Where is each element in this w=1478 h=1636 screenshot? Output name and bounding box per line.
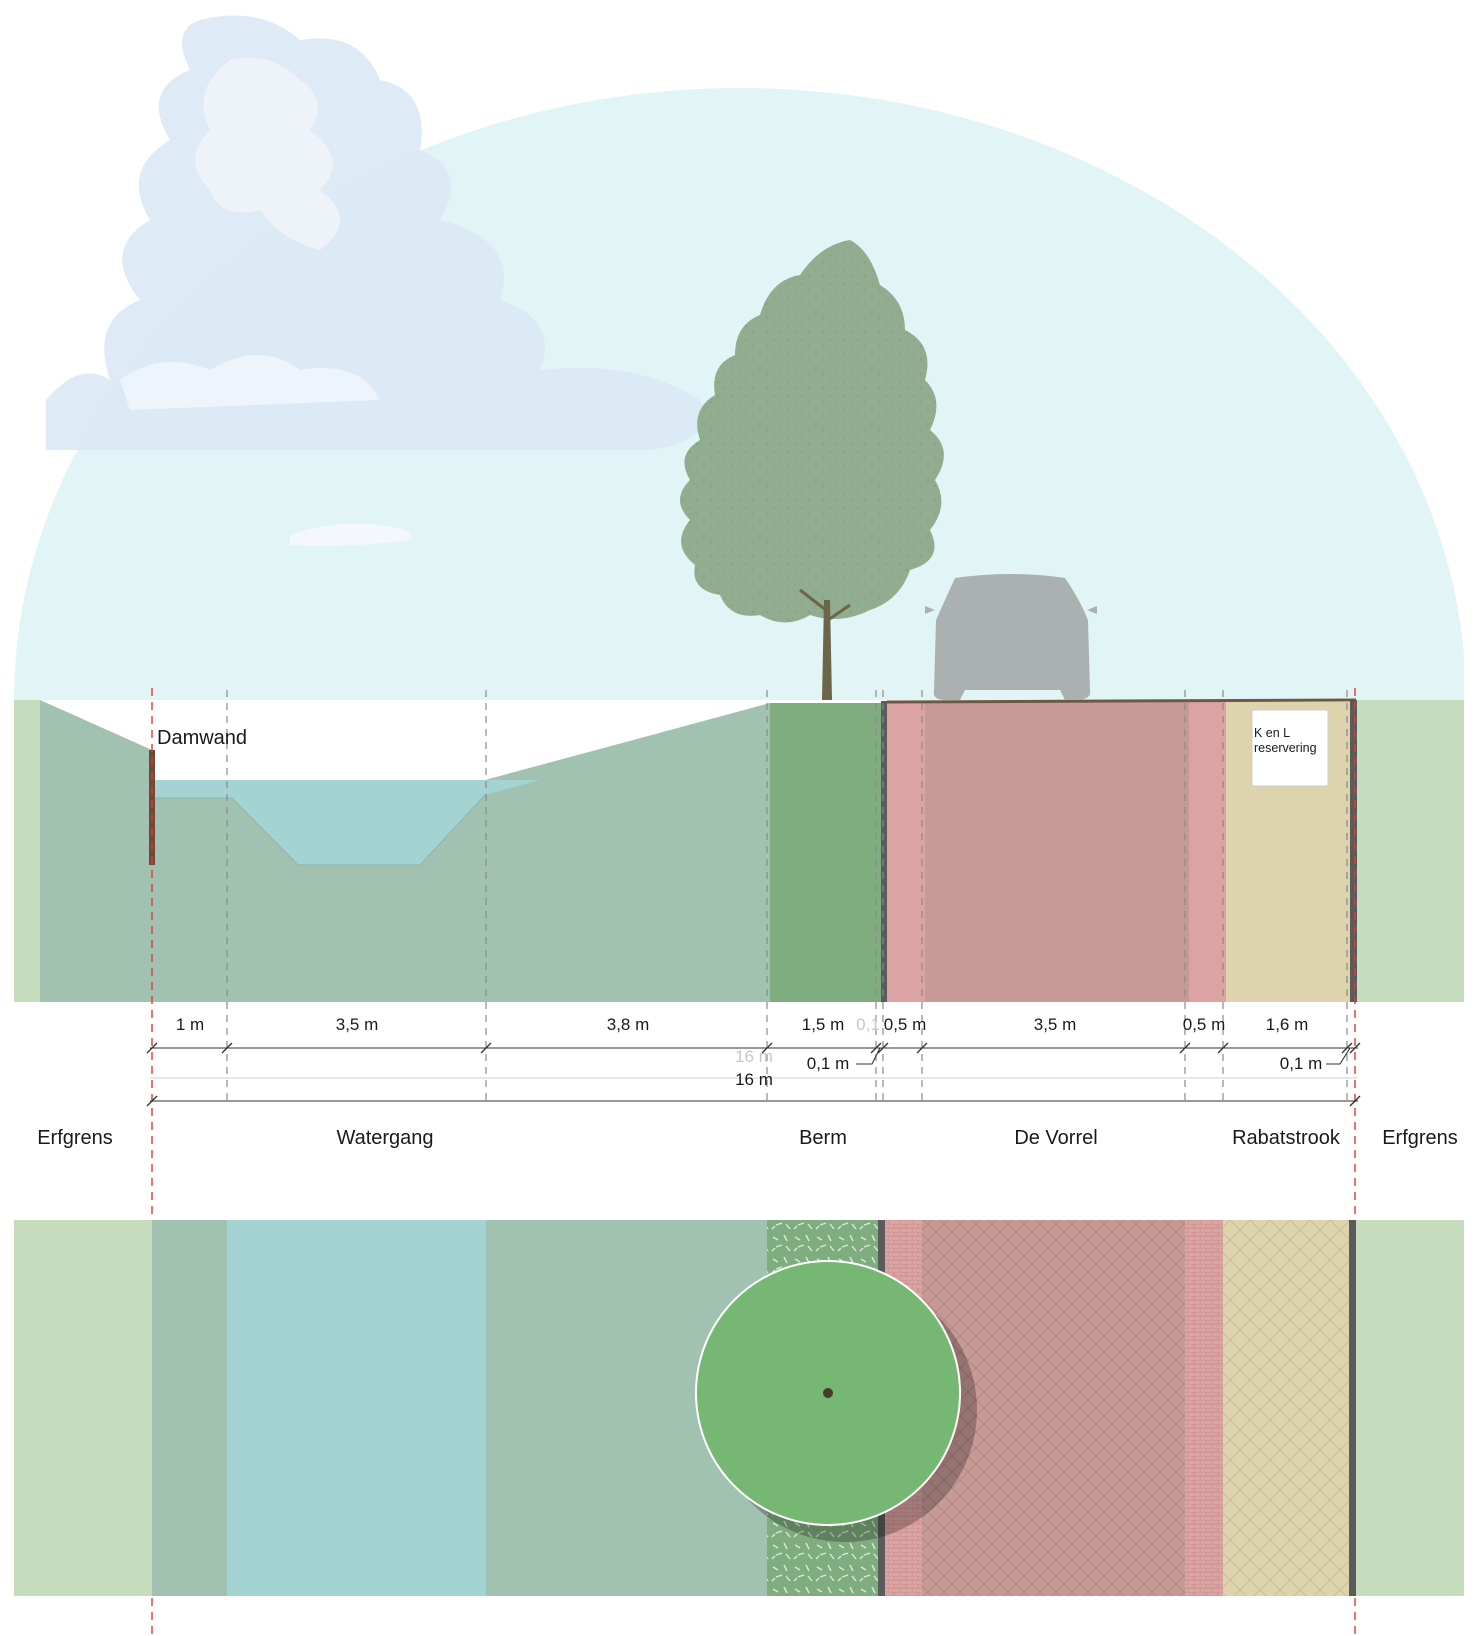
plan-view <box>14 1220 1464 1596</box>
dim-label-7: 3,5 m <box>1034 1015 1077 1034</box>
dim-label-8: 0,5 m <box>1183 1015 1226 1034</box>
zone-label-erfgrens-right: Erfgrens <box>1382 1127 1458 1149</box>
kl-label-line2: reservering <box>1254 741 1317 755</box>
plan-bank <box>152 1220 227 1596</box>
plan-rabatstrook <box>1223 1220 1349 1596</box>
car-icon <box>925 574 1097 700</box>
section-strip-left <box>887 702 925 1002</box>
section-erfgrens-left <box>14 700 40 1002</box>
zone-label-erfgrens-left: Erfgrens <box>37 1127 113 1149</box>
dim-label-4: 1,5 m <box>802 1015 845 1034</box>
kl-label-line1: K en L <box>1254 726 1290 740</box>
dim-label-1: 1 m <box>176 1015 204 1034</box>
zone-label-de-vorrel: De Vorrel <box>1014 1127 1097 1149</box>
section-water <box>152 780 540 865</box>
plan-road <box>922 1220 1185 1596</box>
dim-label-6: 0,5 m <box>884 1015 927 1034</box>
zone-label-watergang: Watergang <box>336 1127 433 1149</box>
dim-label-11: 0,1 m <box>1280 1054 1323 1073</box>
plan-strip-right <box>1185 1220 1223 1596</box>
tree-icon <box>680 240 944 700</box>
plan-water <box>227 1220 486 1596</box>
section-berm <box>770 703 881 1002</box>
dim-label-5: 0,1 <box>856 1015 880 1034</box>
total-width-label: 16 m <box>735 1070 773 1089</box>
dim-label-2: 3,5 m <box>336 1015 379 1034</box>
guide-lines <box>226 690 1348 1105</box>
zone-label-rabatstrook: Rabatstrook <box>1232 1127 1341 1149</box>
dim-label-3: 3,8 m <box>607 1015 650 1034</box>
section-strip-right <box>1189 702 1226 1002</box>
plan-erfgrens-left <box>14 1220 152 1596</box>
tree-top-view-icon <box>695 1260 977 1542</box>
dim-label-9: 1,6 m <box>1266 1015 1309 1034</box>
total-ghost-label: 16 m <box>735 1047 773 1066</box>
zone-label-berm: Berm <box>799 1127 847 1149</box>
plan-erfgrens-right <box>1356 1220 1464 1596</box>
kl-reservation-box <box>1251 709 1329 787</box>
cloud-icon <box>46 15 705 546</box>
damwand-label: Damwand <box>157 727 247 749</box>
cross-section <box>14 698 1464 1002</box>
dim-label-10: 0,1 m <box>807 1054 850 1073</box>
section-erfgrens-right <box>1357 700 1464 1002</box>
section-road <box>925 702 1189 1002</box>
dimension-lines <box>146 1042 1361 1107</box>
